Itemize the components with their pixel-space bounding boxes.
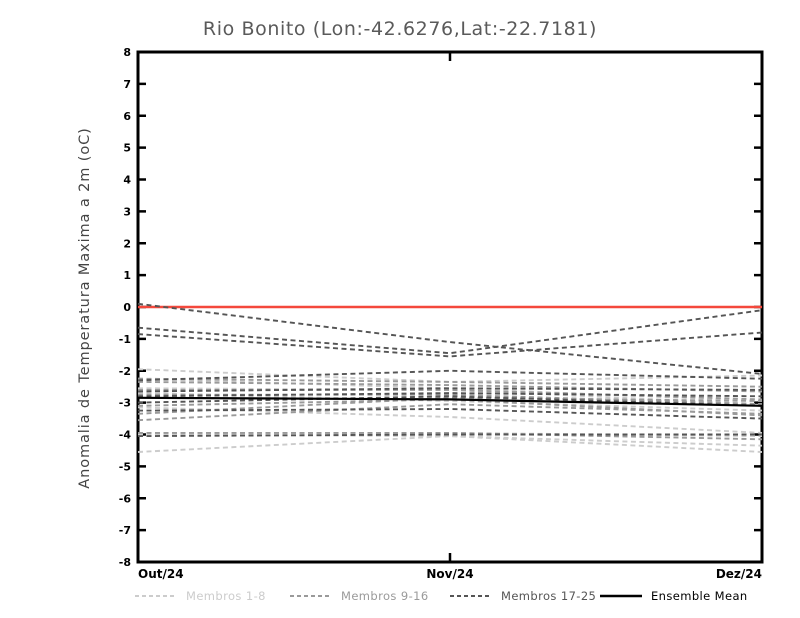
- y-tick-label: -6: [119, 492, 132, 505]
- y-tick-label: 4: [123, 174, 131, 187]
- y-tick-label: 3: [123, 205, 131, 218]
- series-line: [137, 368, 763, 383]
- y-tick-label: -4: [119, 429, 132, 442]
- series-line: [137, 433, 762, 438]
- series-line: [137, 403, 763, 422]
- legend-swatch-icon: [290, 591, 332, 601]
- series-line: [137, 396, 763, 407]
- legend-swatch-icon: [600, 591, 642, 601]
- x-tick-label: Out/24: [138, 567, 184, 581]
- series-line: [137, 369, 763, 382]
- y-tick-label: 6: [123, 110, 131, 123]
- series-line: [137, 392, 763, 398]
- legend-item[interactable]: Membros 1-8: [135, 586, 266, 606]
- legend-label: Ensemble Mean: [651, 589, 748, 603]
- legend-swatch-icon: [450, 591, 492, 601]
- y-tick-label: 1: [123, 269, 131, 282]
- series-line: [137, 408, 763, 420]
- series-line: [137, 309, 763, 355]
- legend-swatch-icon: [135, 591, 177, 601]
- x-tick-label: Dez/24: [716, 567, 762, 581]
- x-tick-label: Nov/24: [426, 567, 473, 581]
- legend-label: Membros 9-16: [341, 589, 429, 603]
- chart-legend: Membros 1-8 Membros 9-16 Membros 17-25 Ense…: [0, 586, 800, 610]
- series-line: [138, 431, 763, 441]
- series-line: [137, 396, 763, 415]
- y-tick-label: -5: [119, 460, 131, 473]
- x-axis-ticks: Out/24 Nov/24 Dez/24: [136, 52, 764, 581]
- legend-label: Membros 1-8: [186, 589, 266, 603]
- y-tick-label: -1: [119, 333, 131, 346]
- y-tick-label: 0: [123, 301, 131, 314]
- y-tick-label: 5: [123, 142, 131, 155]
- y-tick-label: 8: [123, 46, 131, 59]
- y-tick-label: 2: [123, 237, 131, 250]
- series-line: [137, 435, 763, 453]
- y-tick-label: 7: [123, 78, 131, 91]
- page-title: Rio Bonito (Lon:-42.6276,Lat:-22.7181): [202, 18, 598, 40]
- y-tick-label: -2: [119, 365, 131, 378]
- series-line: [137, 387, 763, 393]
- series-lines: [137, 302, 763, 453]
- y-tick-label: -8: [119, 556, 131, 569]
- legend-label: Membros 17-25: [501, 589, 597, 603]
- legend-item[interactable]: Membros 9-16: [290, 586, 429, 606]
- series-line: [137, 331, 763, 358]
- y-tick-label: -3: [119, 397, 131, 410]
- legend-item[interactable]: Ensemble Mean: [600, 586, 748, 606]
- y-tick-label: -7: [119, 524, 131, 537]
- legend-item[interactable]: Membros 17-25: [450, 586, 596, 606]
- series-line: [137, 377, 763, 388]
- series-line: [137, 302, 763, 375]
